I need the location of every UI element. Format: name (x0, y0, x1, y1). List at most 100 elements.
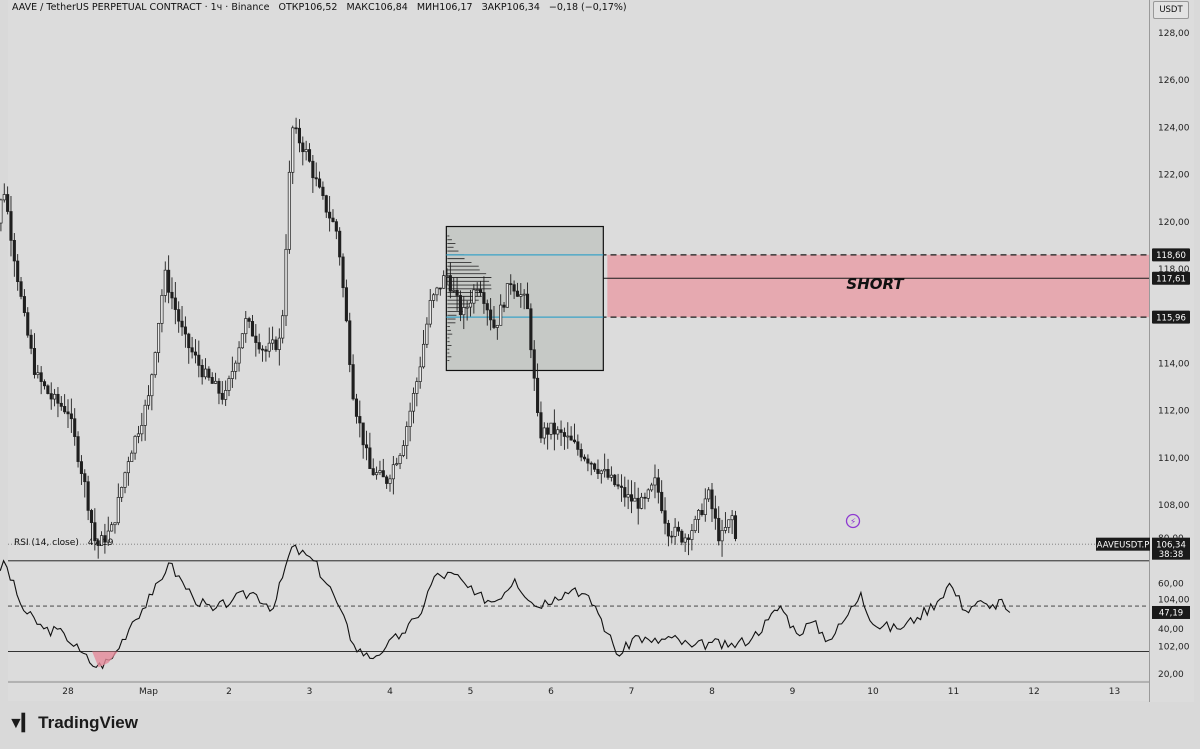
tradingview-logo-icon: ▼▎ (8, 715, 34, 732)
candle-body (143, 404, 147, 426)
candle-body (680, 530, 684, 543)
short-zone[interactable] (607, 254, 1149, 318)
candle-body (733, 515, 738, 539)
candle-body (529, 308, 533, 351)
candle-body (438, 287, 442, 290)
candle-body (368, 447, 372, 469)
candle-body (398, 455, 402, 464)
rsi-legend[interactable]: RSI (14, close) 47,19 (14, 538, 120, 548)
candle-body (512, 284, 516, 292)
time-tick-label: 7 (629, 687, 635, 697)
candle-body (99, 535, 104, 546)
price-tag-mid-bg[interactable] (1152, 271, 1190, 285)
candle-body (22, 296, 26, 313)
candle-body (401, 445, 405, 456)
candle-body (234, 362, 238, 372)
candle-body (217, 380, 221, 394)
candle-body (103, 535, 107, 543)
candle-body (140, 425, 144, 435)
candle-body (589, 462, 593, 465)
price-tag-lower: 115,96 (1156, 313, 1186, 323)
candle-body (532, 349, 536, 379)
candle-body (133, 436, 137, 454)
rsi-tick-label: 20,00 (1158, 670, 1184, 680)
candle-body (214, 380, 218, 384)
candle-body (9, 211, 13, 241)
candle-body (73, 418, 77, 437)
candle-body (596, 468, 600, 474)
candle-body (445, 275, 449, 277)
candle-body (421, 343, 426, 368)
candle-body (546, 427, 550, 435)
candle-body (277, 337, 281, 350)
candle-body (448, 275, 452, 292)
candle-body (656, 477, 660, 493)
candle-body (485, 303, 489, 311)
candle-body (324, 195, 328, 213)
price-axis[interactable] (1149, 0, 1194, 702)
candle-body (89, 510, 94, 523)
candle-body (364, 444, 369, 449)
candle-body (163, 269, 167, 296)
time-axis[interactable] (8, 683, 1149, 701)
candle-body (200, 365, 204, 378)
candle-body (334, 221, 338, 232)
symbol-tag-bg[interactable] (1096, 537, 1150, 551)
ohlc-close: ЗАКР106,34 (481, 2, 540, 13)
candle-body (197, 354, 201, 366)
symbol-title[interactable]: AAVE / TetherUS PERPETUAL CONTRACT · 1ч … (12, 2, 270, 13)
rsi-tick-label: 60,00 (1158, 579, 1184, 589)
candle-body (136, 433, 140, 437)
candle-body (375, 472, 379, 476)
candle-body (294, 127, 298, 130)
candle-body (666, 522, 670, 537)
time-tick-label: 5 (468, 687, 474, 697)
candle-body (673, 526, 677, 537)
candle-body (569, 435, 573, 441)
candle-body (42, 381, 47, 387)
candle-body (408, 410, 412, 427)
candle-body (170, 291, 174, 299)
price-tag-lower-bg[interactable] (1152, 310, 1190, 324)
candle-body (36, 372, 40, 375)
candle-body (2, 194, 6, 201)
candle-body (150, 374, 154, 397)
candle-body (686, 537, 691, 540)
candle-body (26, 312, 30, 336)
candle-body (710, 489, 714, 510)
candle-body (676, 526, 681, 532)
candle-body (536, 377, 540, 413)
price-tag-upper-bg[interactable] (1152, 248, 1190, 262)
candle-body (640, 496, 644, 509)
lightning-alert-icon[interactable] (845, 513, 861, 529)
candle-body (348, 320, 352, 365)
currency-button[interactable]: USDT (1153, 1, 1189, 19)
candle-body (562, 432, 566, 437)
consolidation-box[interactable] (445, 225, 604, 372)
tradingview-logo[interactable]: ▼▎ TradingView (8, 713, 138, 733)
short-label: SHORT (846, 275, 905, 293)
candle-body (495, 324, 499, 328)
candle-body (66, 411, 70, 415)
candle-body (93, 522, 97, 542)
rsi-pane[interactable] (8, 562, 1149, 680)
candle-body (53, 393, 57, 400)
candle-body (730, 515, 734, 521)
candle-body (415, 381, 419, 394)
rsi-value-tag-bg[interactable] (1152, 605, 1190, 619)
ohlc-low: МИН106,17 (416, 2, 473, 13)
candle-body (542, 427, 546, 439)
candle-body (539, 412, 543, 439)
candle-body (492, 319, 496, 328)
candle-body (59, 402, 63, 407)
last-price-tag-bg[interactable] (1152, 537, 1190, 560)
rsi-line[interactable] (0, 544, 1011, 670)
candle-body (180, 320, 184, 328)
candle-body (240, 333, 244, 349)
candle-body (244, 318, 248, 335)
time-tick-label: Мар (139, 687, 158, 697)
candle-body (579, 449, 583, 458)
candle-body (79, 461, 83, 474)
price-tick-label: 112,00 (1158, 407, 1190, 417)
